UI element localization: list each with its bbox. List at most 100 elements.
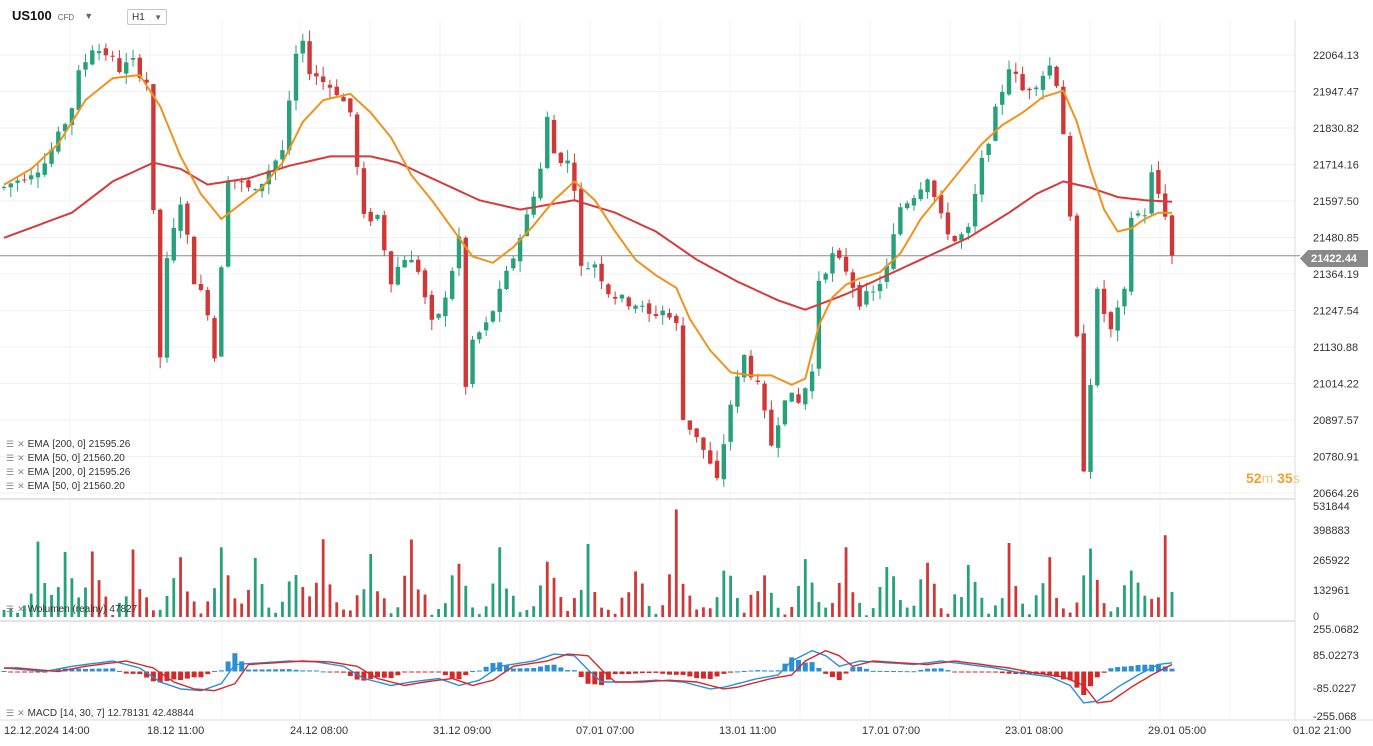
- candle-body: [796, 394, 801, 403]
- volume-bar: [403, 575, 407, 617]
- volume-bar: [172, 578, 176, 617]
- volume-bar: [953, 594, 957, 617]
- volume-bar: [627, 592, 631, 617]
- macd-histogram-bar: [76, 668, 82, 672]
- candle-body: [993, 106, 998, 141]
- macd-legend[interactable]: ☰ ✕ MACD [14, 30, 7] 12.78131 42.48844: [6, 708, 194, 719]
- volume-legend[interactable]: ☰ ✕ Wolumen (realny) 47827: [6, 604, 137, 615]
- close-icon[interactable]: ✕: [17, 439, 25, 449]
- menu-icon[interactable]: ☰: [6, 708, 15, 718]
- indicator-legend-ema50-a[interactable]: ☰ ✕ EMA [50, 0] 21560.20: [6, 453, 125, 464]
- indicator-value: 21560.20: [83, 481, 125, 492]
- price-axis-label: 21130.88: [1313, 342, 1358, 354]
- volume-bar: [668, 574, 671, 617]
- macd-histogram-bar: [673, 671, 679, 675]
- volume-bar: [22, 605, 26, 617]
- volume-bar: [369, 553, 373, 617]
- close-icon[interactable]: ✕: [17, 481, 25, 491]
- macd-histogram-bar: [789, 657, 795, 672]
- volume-bar: [817, 602, 821, 617]
- macd-histogram-bar: [293, 669, 299, 672]
- volume-bar: [145, 597, 149, 617]
- volume-bar: [498, 547, 502, 617]
- macd-histogram-bar: [103, 668, 109, 672]
- candle-body: [124, 62, 129, 74]
- macd-histogram-bar: [279, 669, 285, 672]
- candle-body: [966, 226, 971, 233]
- macd-value-2: 42.48844: [152, 708, 194, 719]
- time-axis-label: 12.12.2024 14:00: [4, 725, 90, 737]
- candle-body: [90, 50, 95, 65]
- close-icon[interactable]: ✕: [17, 453, 25, 463]
- volume-bar: [199, 613, 203, 617]
- indicator-legend-ema200-b[interactable]: ☰ ✕ EMA [200, 0] 21595.26: [6, 467, 130, 478]
- volume-bar: [919, 579, 923, 617]
- candle-body: [35, 172, 41, 178]
- symbol-header[interactable]: US100 CFD ▼: [12, 8, 93, 23]
- timeframe-select[interactable]: H1 ▼: [127, 9, 167, 25]
- candle-body: [117, 58, 122, 73]
- menu-icon[interactable]: ☰: [6, 481, 15, 491]
- candle-body: [701, 437, 706, 450]
- indicator-value: 21595.26: [88, 467, 131, 478]
- indicator-legend-ema200-a[interactable]: ☰ ✕ EMA [200, 0] 21595.26: [6, 439, 130, 450]
- volume-bar: [844, 547, 848, 617]
- macd-histogram-bar: [205, 671, 211, 675]
- chevron-down-icon[interactable]: ▼: [84, 10, 94, 21]
- volume-bar: [274, 612, 278, 617]
- volume-bar: [247, 589, 250, 617]
- menu-icon[interactable]: ☰: [6, 439, 15, 449]
- macd-histogram-bar: [273, 669, 279, 672]
- indicator-params: [50, 0]: [52, 481, 81, 492]
- menu-icon[interactable]: ☰: [6, 467, 15, 477]
- indicator-value: 21560.20: [83, 453, 125, 464]
- price-axis-label: 21014.22: [1313, 379, 1359, 391]
- macd-histogram-bar: [381, 671, 387, 678]
- macd-histogram-bar: [116, 670, 122, 672]
- volume-bar: [457, 563, 461, 617]
- macd-histogram-bar: [877, 670, 883, 672]
- candle-body: [470, 339, 475, 384]
- macd-histogram-bar: [1060, 671, 1066, 680]
- close-icon[interactable]: ✕: [17, 604, 25, 614]
- candle-body: [341, 96, 346, 102]
- macd-histogram-bar: [449, 671, 455, 679]
- indicator-legend-ema50-b[interactable]: ☰ ✕ EMA [50, 0] 21560.20: [6, 481, 125, 492]
- close-icon[interactable]: ✕: [17, 467, 25, 477]
- macd-histogram-bar: [123, 671, 129, 674]
- candle-body: [504, 270, 509, 290]
- volume-bar: [335, 602, 339, 617]
- close-icon[interactable]: ✕: [17, 708, 25, 718]
- volume-axis-label: 132961: [1313, 585, 1350, 597]
- candle-body: [477, 332, 482, 340]
- candle-body: [1006, 69, 1012, 95]
- volume-bar: [314, 582, 318, 617]
- menu-icon[interactable]: ☰: [6, 604, 15, 614]
- volume-bar: [348, 610, 352, 617]
- candle-body: [409, 259, 414, 263]
- macd-histogram-bar: [531, 668, 537, 672]
- volume-bar: [505, 588, 508, 617]
- candle-body: [436, 313, 441, 318]
- candle-body: [1000, 91, 1005, 105]
- candle-body: [361, 168, 367, 214]
- candle-body: [334, 86, 339, 96]
- volume-bar: [735, 597, 739, 617]
- volume-bar: [1021, 603, 1025, 617]
- volume-bar: [1123, 585, 1126, 617]
- volume-axis-label: 398883: [1313, 525, 1350, 537]
- price-axis-label: 21247.54: [1313, 305, 1359, 317]
- candle-body: [667, 313, 672, 318]
- macd-histogram-bar: [1006, 671, 1012, 674]
- macd-histogram-bar: [1142, 664, 1148, 672]
- volume-bar: [70, 578, 74, 617]
- menu-icon[interactable]: ☰: [6, 453, 15, 463]
- candle-body: [640, 305, 645, 307]
- macd-histogram-bar: [979, 671, 985, 673]
- candle-body: [219, 267, 224, 357]
- volume-bar: [477, 614, 481, 617]
- volume-bar: [1109, 611, 1113, 617]
- macd-histogram-bar: [646, 671, 652, 674]
- macd-histogram-bar: [21, 671, 27, 673]
